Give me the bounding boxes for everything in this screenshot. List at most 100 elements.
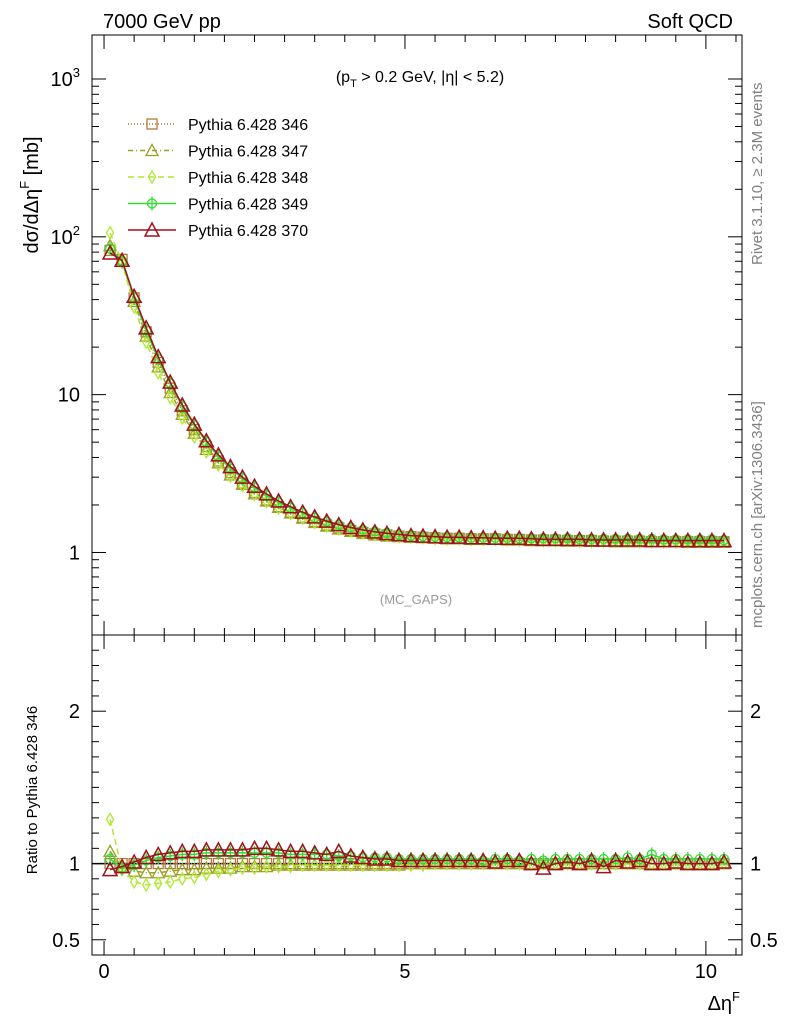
- series-4-point: [366, 523, 384, 539]
- series-4-ratio-point: [462, 851, 480, 868]
- series-4-ratio-point: [210, 841, 227, 857]
- series-4-point: [559, 530, 576, 547]
- series-4-ratio-point: [246, 839, 263, 856]
- legend-label: Pythia 6.428 370: [188, 223, 308, 240]
- series-2-point: [334, 521, 344, 537]
- series-2-point: [190, 429, 199, 445]
- series-1-point: [199, 442, 214, 456]
- series-3-ratio-point: [273, 845, 284, 860]
- series-4-point: [414, 527, 432, 543]
- series-4-ratio-point: [583, 851, 600, 868]
- series-2-ratio-point: [129, 874, 139, 890]
- series-2-point: [202, 444, 211, 459]
- series-1-line: [109, 245, 724, 544]
- series-2-ratio-point: [141, 877, 151, 893]
- series-2-ratio-point: [382, 857, 392, 873]
- ratio-tick-label-left: 2: [69, 701, 80, 723]
- cut-annotation: (pT > 0.2 GeV, |η| < 5.2): [336, 69, 504, 90]
- series-4-ratio-point: [414, 851, 432, 868]
- series-4-ratio-point: [523, 854, 540, 871]
- series-4-ratio-point: [149, 845, 167, 862]
- series-4-ratio-point: [186, 842, 203, 859]
- ratio-tick-label-left: 1: [69, 854, 80, 876]
- series-4-ratio-point: [619, 853, 636, 869]
- series-4-ratio-point: [342, 847, 360, 863]
- series-2-ratio-point: [274, 859, 283, 874]
- x-axis-label-sup: F: [732, 989, 740, 1004]
- series-3-ratio-point: [128, 858, 140, 873]
- series-4-ratio-point: [511, 851, 528, 868]
- series-4-ratio-point: [234, 841, 251, 857]
- legend-marker: [147, 169, 157, 185]
- series-2-point: [214, 457, 223, 472]
- series-2-point: [310, 515, 319, 530]
- series-2-ratio-point: [214, 863, 223, 879]
- series-3-ratio-point: [201, 845, 212, 860]
- series-4-point: [354, 521, 372, 537]
- legend-marker: [144, 143, 160, 157]
- series-2-ratio-point: [503, 856, 512, 871]
- series-4-ratio-point: [559, 853, 576, 869]
- series-4-point: [258, 485, 275, 501]
- series-2-point: [298, 510, 307, 526]
- series-4-point: [703, 531, 721, 548]
- series-4-point: [282, 498, 299, 514]
- y-tick-label-base: 10: [51, 227, 73, 249]
- series-2-point: [647, 534, 656, 550]
- series-2-ratio-point: [430, 856, 440, 871]
- series-4-point: [619, 531, 636, 547]
- series-2-ratio-point: [539, 856, 548, 871]
- series-4-ratio-point: [631, 851, 648, 868]
- legend-label: Pythia 6.428 348: [188, 170, 308, 187]
- series-1-ratio-point: [211, 860, 226, 874]
- series-4-ratio-point: [499, 851, 516, 868]
- series-3-ratio-point: [177, 847, 188, 862]
- series-4-point: [210, 446, 227, 462]
- y-tick-label-base: 10: [58, 385, 80, 407]
- series-4-ratio-point: [486, 853, 504, 869]
- series-3-ratio-point: [237, 845, 248, 860]
- series-4-ratio-point: [547, 854, 564, 871]
- series-4-ratio-point: [679, 854, 697, 871]
- series-4-point: [438, 528, 456, 544]
- series-4-ratio-point: [643, 854, 660, 871]
- ratio-ylabel: Ratio to Pythia 6.428 346: [24, 706, 41, 874]
- series-4-point: [499, 529, 516, 546]
- series-4-point: [523, 530, 540, 546]
- header-right: Soft QCD: [647, 11, 733, 33]
- series-4-point: [294, 503, 311, 519]
- ratio-tick-label-right: 2: [750, 701, 761, 723]
- series-4-point: [113, 251, 131, 268]
- ratio-plot: 0 5 10 2 2 1 1 0.5 0.5: [52, 634, 778, 983]
- y-tick-label: 102: [51, 223, 80, 249]
- series-4-ratio-point: [222, 841, 239, 857]
- y-tick-label-base: 10: [51, 69, 73, 91]
- legend-marker: [143, 221, 161, 237]
- series-4-point: [137, 319, 155, 335]
- header-left: 7000 GeV pp: [103, 11, 221, 33]
- series-4-point: [631, 531, 648, 547]
- series-4-ratio-point: [258, 839, 275, 856]
- series-4-point: [667, 531, 685, 548]
- series-4-point: [222, 458, 239, 474]
- series-2-ratio-point: [190, 869, 199, 885]
- series-4-ratio-point: [198, 841, 215, 857]
- series-4-ratio-point: [607, 851, 624, 868]
- series-4-point: [655, 531, 673, 548]
- series-1-ratio-point: [187, 862, 202, 876]
- series-2-ratio-point: [370, 857, 380, 873]
- x-tick-label: 10: [695, 961, 717, 983]
- series-4-point: [474, 529, 492, 545]
- main-ylabel-unit: [mb]: [21, 136, 43, 180]
- series-4-ratio-point: [426, 851, 444, 868]
- series-3-ratio-point: [213, 845, 224, 860]
- series-3-ratio-point: [285, 847, 296, 862]
- series-4-ratio-point: [306, 844, 323, 860]
- series-4-ratio-line: [109, 847, 724, 871]
- series-2-ratio-point: [178, 871, 187, 887]
- legend: Pythia 6.428 346 Pythia 6.428 347 Pythia 6…: [128, 117, 308, 240]
- series-4-ratio-point: [366, 850, 384, 866]
- series-2-ratio-point: [153, 876, 163, 891]
